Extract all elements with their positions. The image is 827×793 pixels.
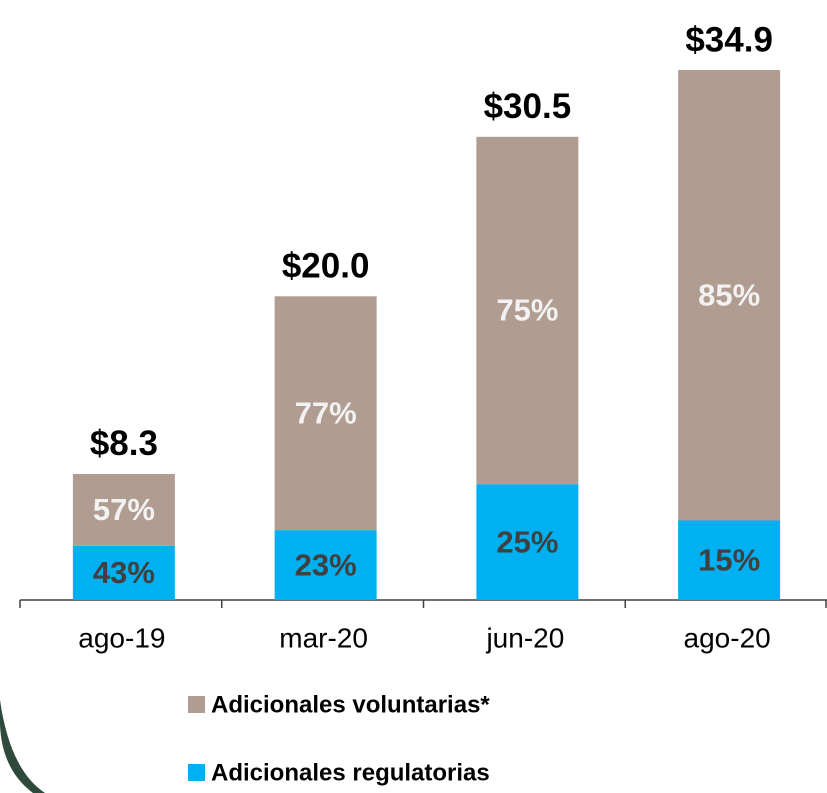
total-label: $30.5 [484, 87, 572, 126]
legend-label: Adicionales voluntarias* [211, 691, 490, 718]
x-tick-label: ago-19 [78, 622, 165, 653]
bar-segment [476, 136, 579, 485]
legend-swatch [188, 764, 205, 781]
segment-label: 57% [93, 492, 155, 527]
segment-label: 75% [496, 293, 558, 328]
total-label: $34.9 [685, 20, 773, 59]
bar-segment [72, 545, 175, 600]
legend-swatch [188, 696, 205, 713]
x-tick-label: jun-20 [485, 622, 564, 653]
segment-label: 85% [698, 277, 760, 312]
bar-segment [476, 484, 579, 600]
x-tick-label: mar-20 [279, 622, 368, 653]
total-label: $8.3 [90, 424, 158, 463]
bar-segment [678, 520, 781, 600]
segment-label: 23% [295, 547, 357, 582]
legend-label: Adicionales regulatorias [211, 759, 490, 786]
bar-segment [274, 530, 377, 600]
bar-segment [678, 70, 781, 521]
x-tick-label: ago-20 [684, 622, 771, 653]
decoration [0, 700, 45, 793]
total-label: $20.0 [282, 247, 370, 286]
segment-label: 15% [698, 542, 760, 577]
bar-segment [274, 296, 377, 531]
segment-label: 25% [496, 524, 558, 559]
segment-label: 43% [93, 555, 155, 590]
bar-segment [72, 473, 175, 546]
segment-label: 77% [295, 395, 357, 430]
